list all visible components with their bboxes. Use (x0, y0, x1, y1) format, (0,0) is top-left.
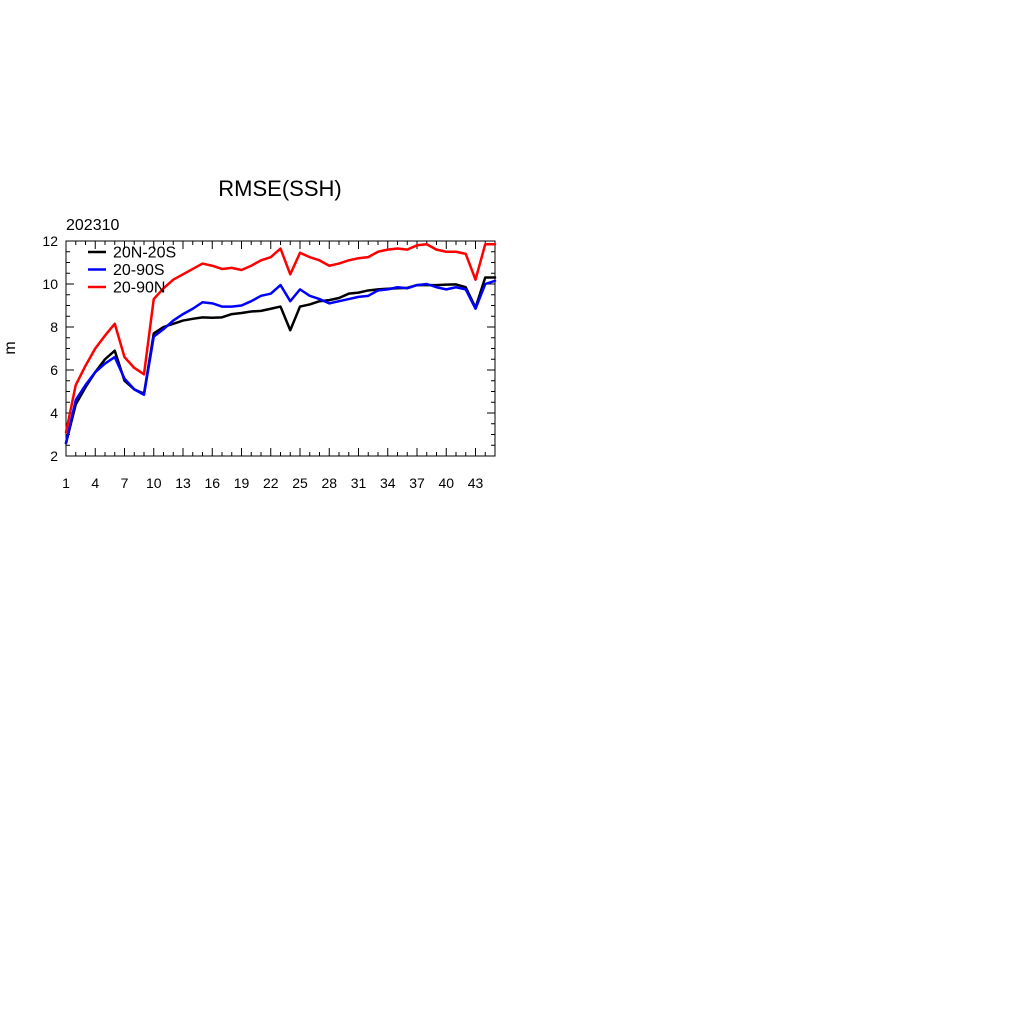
x-tick-label: 31 (351, 475, 367, 491)
y-tick-label: 8 (50, 319, 58, 335)
series-line (64, 242, 497, 434)
x-tick-label: 13 (175, 475, 191, 491)
x-tick-label: 40 (438, 475, 454, 491)
legend-label: 20-90N (113, 280, 165, 297)
x-tick-label: 10 (146, 475, 162, 491)
x-tick-label: 28 (321, 475, 337, 491)
x-tick-label: 34 (380, 475, 396, 491)
legend-label: 20N-20S (113, 245, 176, 262)
x-tick-label: 4 (91, 475, 99, 491)
series-line (64, 276, 497, 445)
x-tick-label: 43 (468, 475, 484, 491)
chart-title: RMSE(SSH) (218, 176, 341, 201)
x-tick-label: 37 (409, 475, 425, 491)
y-tick-label: 6 (50, 362, 58, 378)
y-tick-label: 12 (42, 233, 58, 249)
x-tick-label: 16 (204, 475, 220, 491)
series-line (64, 279, 497, 445)
y-tick-label: 10 (42, 276, 58, 292)
y-axis-label: m (2, 341, 19, 354)
y-tick-label: 2 (50, 448, 58, 464)
x-tick-label: 19 (234, 475, 250, 491)
x-tick-label: 22 (263, 475, 279, 491)
x-tick-label: 1 (62, 475, 70, 491)
chart-subtitle: 202310 (66, 217, 119, 234)
x-tick-label: 25 (292, 475, 308, 491)
legend-label: 20-90S (113, 262, 165, 279)
x-tick-label: 7 (121, 475, 129, 491)
y-tick-label: 4 (50, 405, 58, 421)
